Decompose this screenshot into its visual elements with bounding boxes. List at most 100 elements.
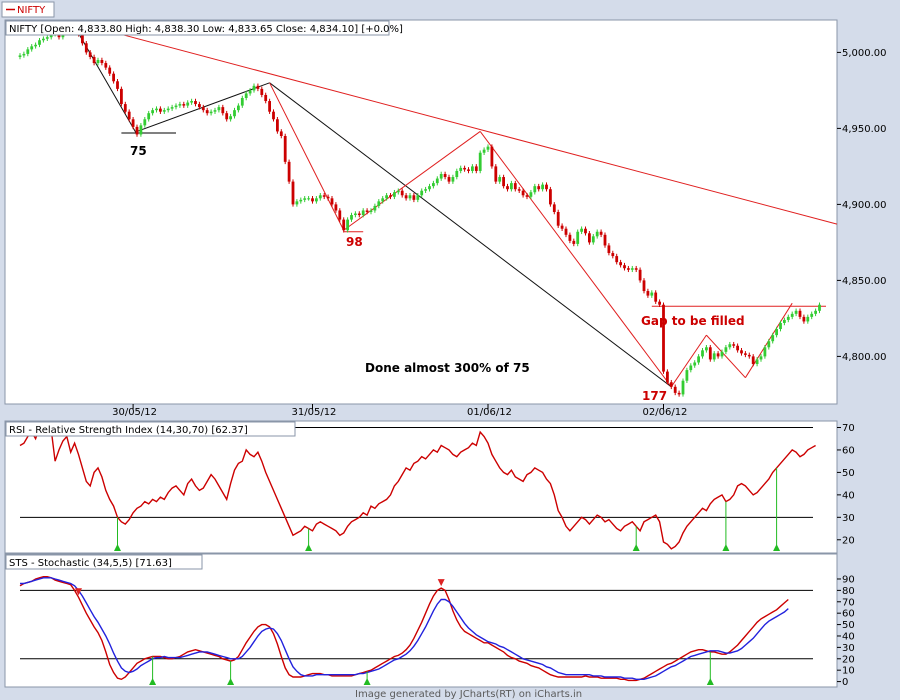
candle-body	[186, 102, 190, 106]
candle-body	[201, 107, 205, 111]
candle-body	[513, 183, 517, 190]
candle	[350, 212, 353, 222]
candle-body	[595, 231, 599, 237]
candle-body	[389, 195, 392, 197]
candle	[627, 265, 630, 273]
candle	[166, 106, 170, 113]
candle-body	[135, 126, 139, 135]
footer-credit: Image generated by JCharts(RT) on iChart…	[355, 689, 582, 700]
candle	[116, 79, 119, 92]
candle	[416, 193, 420, 203]
candle	[740, 348, 743, 356]
price-title: NIFTY [Open: 4,833.80 High: 4,838.30 Low…	[9, 24, 403, 35]
candle	[767, 338, 771, 350]
y-tick-label: 0	[842, 677, 848, 688]
candle	[408, 193, 412, 201]
candle-body	[252, 85, 256, 91]
candle-body	[810, 313, 814, 317]
candle	[525, 193, 529, 200]
candle-body	[385, 195, 388, 199]
candle-body	[116, 81, 119, 89]
candle	[361, 208, 365, 218]
candle-body	[416, 195, 420, 200]
candle	[338, 208, 342, 222]
candle	[108, 65, 112, 76]
trendline-black	[269, 82, 672, 388]
price-annotations: 75 98 177 Gap to be filled Done almost 3…	[130, 144, 745, 403]
price-candles	[18, 24, 821, 397]
annotation-done: Done almost 300% of 75	[365, 361, 530, 375]
signal-up-marker	[632, 544, 640, 551]
candle	[268, 98, 271, 114]
candle-body	[178, 104, 182, 106]
candle	[494, 164, 498, 184]
candle-body	[326, 196, 330, 199]
candle-body	[49, 34, 53, 38]
rsi-title-box	[5, 421, 296, 437]
candle	[798, 308, 802, 320]
candle-body	[217, 107, 221, 111]
candle	[498, 174, 502, 184]
candle-body	[467, 169, 470, 171]
candle	[432, 180, 435, 189]
candle	[545, 182, 548, 192]
x-tick-label: 30/05/12	[112, 407, 157, 418]
candle-body	[744, 353, 747, 355]
candle-body	[728, 344, 732, 348]
candle	[194, 98, 197, 107]
candle	[42, 36, 45, 43]
candle	[490, 144, 494, 169]
y-tick-label: 20	[842, 654, 855, 665]
candle	[689, 363, 693, 373]
candle-body	[412, 195, 416, 200]
candle-body	[162, 110, 166, 112]
candle-body	[30, 46, 34, 50]
candle	[201, 104, 205, 113]
candle-body	[330, 198, 334, 205]
candle-body	[658, 301, 661, 305]
candle	[533, 183, 537, 195]
candle-body	[108, 67, 112, 74]
candle-body	[428, 186, 431, 190]
candle	[287, 159, 291, 184]
candle-body	[755, 359, 759, 364]
candle	[318, 193, 322, 201]
candle	[517, 186, 521, 193]
price-panel: 4,800.00 4,850.00 4,900.00 4,950.00 5,000.00…	[4, 19, 887, 418]
candle	[151, 107, 154, 116]
candle	[615, 253, 619, 265]
candle-body	[34, 44, 37, 47]
x-tick-label: 02/06/12	[643, 407, 688, 418]
y-tick-label: 60	[842, 609, 855, 620]
candle-body	[166, 108, 170, 111]
y-tick-label: 70	[842, 423, 855, 434]
candle	[467, 167, 470, 174]
trendline-red	[343, 131, 481, 231]
candle-body	[669, 382, 673, 387]
candle	[389, 193, 392, 200]
candle	[712, 351, 716, 362]
candle-body	[307, 198, 310, 200]
candle-body	[747, 354, 751, 357]
candle	[673, 384, 677, 396]
candle-body	[685, 370, 689, 381]
candle	[186, 100, 190, 108]
candle-body	[170, 107, 174, 109]
candle-body	[510, 183, 513, 190]
candle-body	[701, 350, 704, 357]
candle	[182, 101, 186, 108]
candle-body	[724, 347, 728, 352]
candle-body	[84, 43, 88, 53]
y-tick-label: 90	[842, 574, 855, 585]
legend-chip: NIFTY	[1, 1, 55, 18]
candle	[143, 117, 147, 128]
candle-body	[599, 231, 603, 235]
candle-body	[763, 347, 767, 357]
candle	[100, 57, 104, 66]
candle-body	[432, 183, 435, 187]
candle-body	[568, 234, 572, 241]
candle-body	[537, 186, 541, 190]
y-tick-label: 5,000.00	[842, 48, 887, 59]
candle-body	[580, 228, 583, 232]
candle-body	[256, 85, 260, 89]
